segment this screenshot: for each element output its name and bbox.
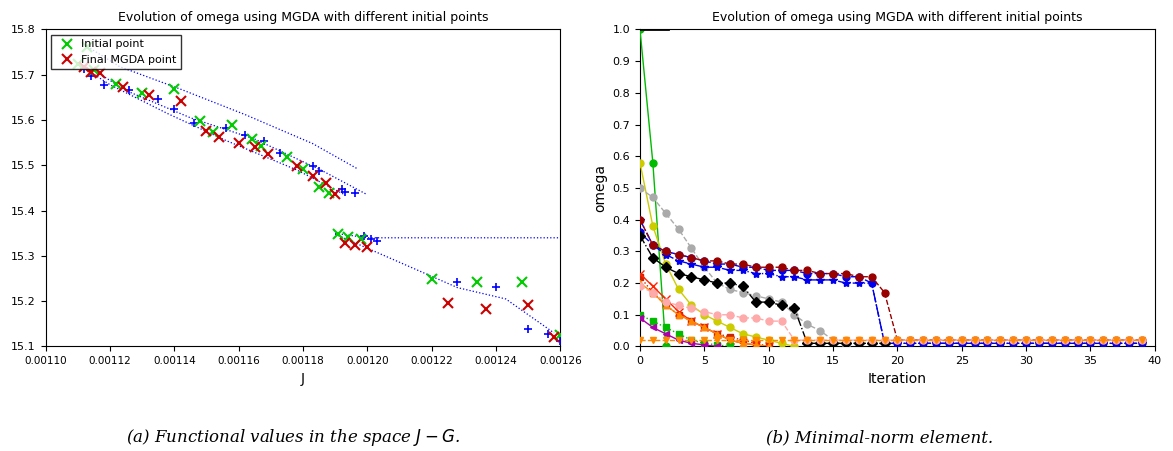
Title: Evolution of omega using MGDA with different initial points: Evolution of omega using MGDA with diffe…: [117, 11, 488, 24]
Text: (a) Functional values in the space $J - G$.: (a) Functional values in the space $J - …: [127, 427, 460, 448]
Text: (b) Minimal-norm element.: (b) Minimal-norm element.: [766, 429, 994, 446]
X-axis label: J: J: [301, 372, 305, 386]
X-axis label: Iteration: Iteration: [868, 372, 927, 386]
Y-axis label: omega: omega: [592, 164, 606, 212]
Legend: Initial point, Final MGDA point: Initial point, Final MGDA point: [52, 35, 181, 69]
Title: Evolution of omega using MGDA with different initial points: Evolution of omega using MGDA with diffe…: [712, 11, 1083, 24]
